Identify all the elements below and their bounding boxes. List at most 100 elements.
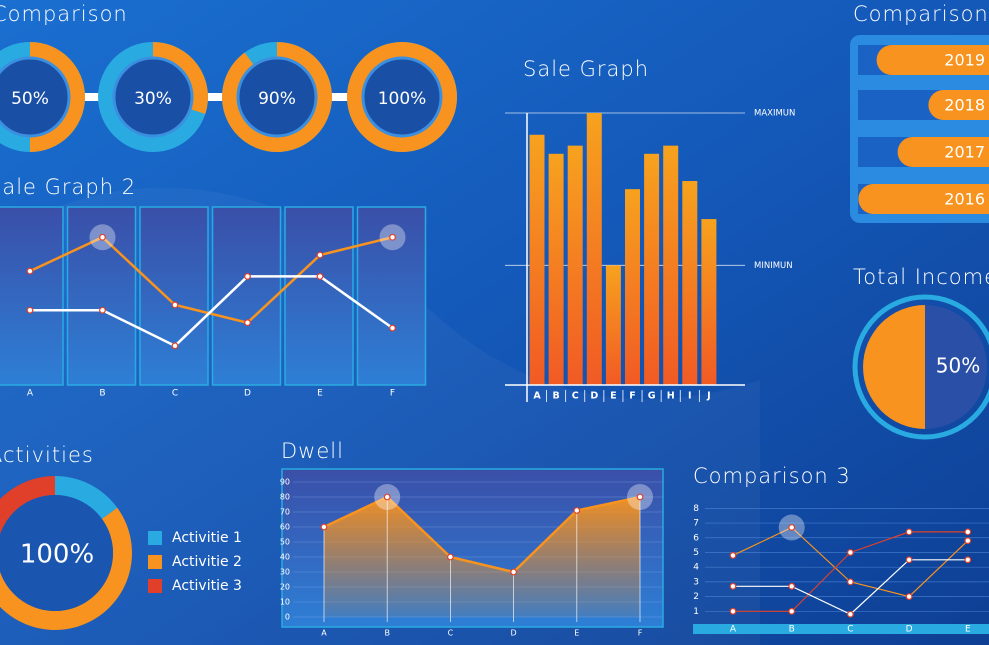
x-tick-label: G bbox=[648, 391, 656, 402]
bar bbox=[605, 265, 621, 385]
series-line bbox=[30, 275, 394, 348]
bar bbox=[682, 181, 698, 385]
donut-label: 90% bbox=[258, 89, 296, 109]
series-line bbox=[29, 235, 393, 325]
bar bbox=[858, 184, 989, 214]
x-tick-label: B bbox=[552, 391, 559, 402]
category-strip bbox=[693, 624, 989, 634]
bar bbox=[701, 219, 717, 385]
point bbox=[26, 306, 34, 314]
reference-label: MINIMUN bbox=[754, 261, 793, 271]
point bbox=[788, 524, 796, 531]
x-tick-label: D bbox=[244, 389, 251, 399]
point bbox=[729, 607, 737, 615]
legend-swatch bbox=[148, 555, 162, 569]
point bbox=[316, 273, 324, 280]
bar bbox=[876, 45, 989, 75]
point bbox=[383, 493, 391, 501]
point bbox=[244, 319, 251, 327]
x-tick-label: E bbox=[317, 389, 323, 399]
y-tick-label: 4 bbox=[693, 563, 699, 573]
chart-title: Activities bbox=[0, 443, 94, 467]
y-tick-label: 20 bbox=[280, 583, 290, 592]
point bbox=[573, 507, 581, 514]
x-tick-label: B bbox=[99, 389, 105, 399]
donut-inner bbox=[0, 495, 113, 611]
point bbox=[964, 528, 972, 536]
chart-title: Sale Graph 2 bbox=[0, 175, 136, 199]
point bbox=[788, 607, 796, 615]
bar bbox=[548, 153, 564, 385]
pie-label: 50% bbox=[936, 354, 980, 378]
chart-title: Dwell bbox=[281, 439, 344, 463]
point bbox=[26, 267, 34, 275]
point bbox=[99, 233, 106, 241]
chart-title: Comparison 3 bbox=[693, 464, 851, 488]
column-panel bbox=[284, 206, 354, 386]
donut-inner bbox=[236, 56, 318, 138]
y-tick-label: 1 bbox=[693, 607, 699, 617]
y-tick-label: 8 bbox=[693, 504, 699, 514]
bar-label: 2019 bbox=[944, 51, 985, 70]
donut-segment bbox=[0, 476, 55, 535]
point bbox=[847, 610, 854, 618]
legend-swatch bbox=[148, 531, 162, 545]
x-tick-label: C bbox=[572, 391, 579, 402]
point bbox=[847, 549, 854, 556]
bar-label: 2017 bbox=[944, 143, 985, 162]
point bbox=[788, 582, 796, 590]
point bbox=[964, 537, 972, 545]
y-tick-label: 2 bbox=[693, 592, 699, 602]
point bbox=[320, 523, 328, 531]
point bbox=[905, 593, 913, 600]
x-tick-label: I bbox=[688, 391, 692, 402]
bar bbox=[897, 137, 989, 167]
pie-ring bbox=[852, 294, 989, 440]
bar bbox=[644, 153, 660, 385]
y-tick-label: 60 bbox=[280, 523, 290, 532]
y-tick-label: 90 bbox=[280, 478, 290, 487]
donut-inner bbox=[112, 56, 194, 138]
area-line bbox=[323, 495, 641, 574]
chart-title: Total Income bbox=[853, 265, 989, 289]
point bbox=[729, 552, 737, 559]
x-tick-label: A bbox=[321, 629, 327, 638]
donut-inner bbox=[361, 56, 443, 138]
y-tick-label: 7 bbox=[693, 519, 699, 529]
x-tick-label: C bbox=[172, 389, 178, 399]
x-tick-label: F bbox=[638, 629, 643, 638]
x-tick-label: B bbox=[384, 629, 390, 638]
x-tick-label: E bbox=[965, 625, 971, 635]
y-tick-label: 30 bbox=[280, 568, 290, 577]
donut-center-label: 100% bbox=[20, 540, 94, 570]
point bbox=[389, 233, 396, 241]
donut-label: 100% bbox=[378, 89, 427, 109]
y-tick-label: 0 bbox=[285, 613, 290, 622]
x-tick-label: B bbox=[789, 625, 795, 635]
y-tick-label: 50 bbox=[280, 538, 290, 547]
y-tick-label: 80 bbox=[280, 493, 290, 502]
bar-label: 2018 bbox=[944, 96, 985, 115]
point bbox=[244, 273, 251, 280]
donut-inner bbox=[0, 56, 71, 138]
donut-segment bbox=[0, 507, 132, 630]
point bbox=[99, 306, 106, 314]
y-tick-label: 3 bbox=[693, 577, 699, 587]
reference-label: MAXIMUN bbox=[754, 109, 795, 119]
point bbox=[510, 568, 517, 576]
legend-swatch bbox=[148, 579, 162, 593]
y-tick-label: 10 bbox=[280, 598, 290, 607]
legend-label: Activitie 2 bbox=[172, 554, 242, 570]
point bbox=[905, 556, 913, 564]
donut-label: 30% bbox=[134, 89, 172, 109]
x-tick-label: C bbox=[847, 625, 853, 635]
chart-title: Sale Graph bbox=[523, 57, 649, 81]
y-tick-label: 6 bbox=[693, 533, 699, 543]
bar bbox=[625, 189, 640, 385]
point bbox=[636, 493, 644, 501]
point bbox=[447, 553, 454, 561]
y-tick-label: 40 bbox=[280, 553, 290, 562]
x-tick-label: D bbox=[590, 391, 598, 402]
column-panel bbox=[139, 206, 209, 386]
